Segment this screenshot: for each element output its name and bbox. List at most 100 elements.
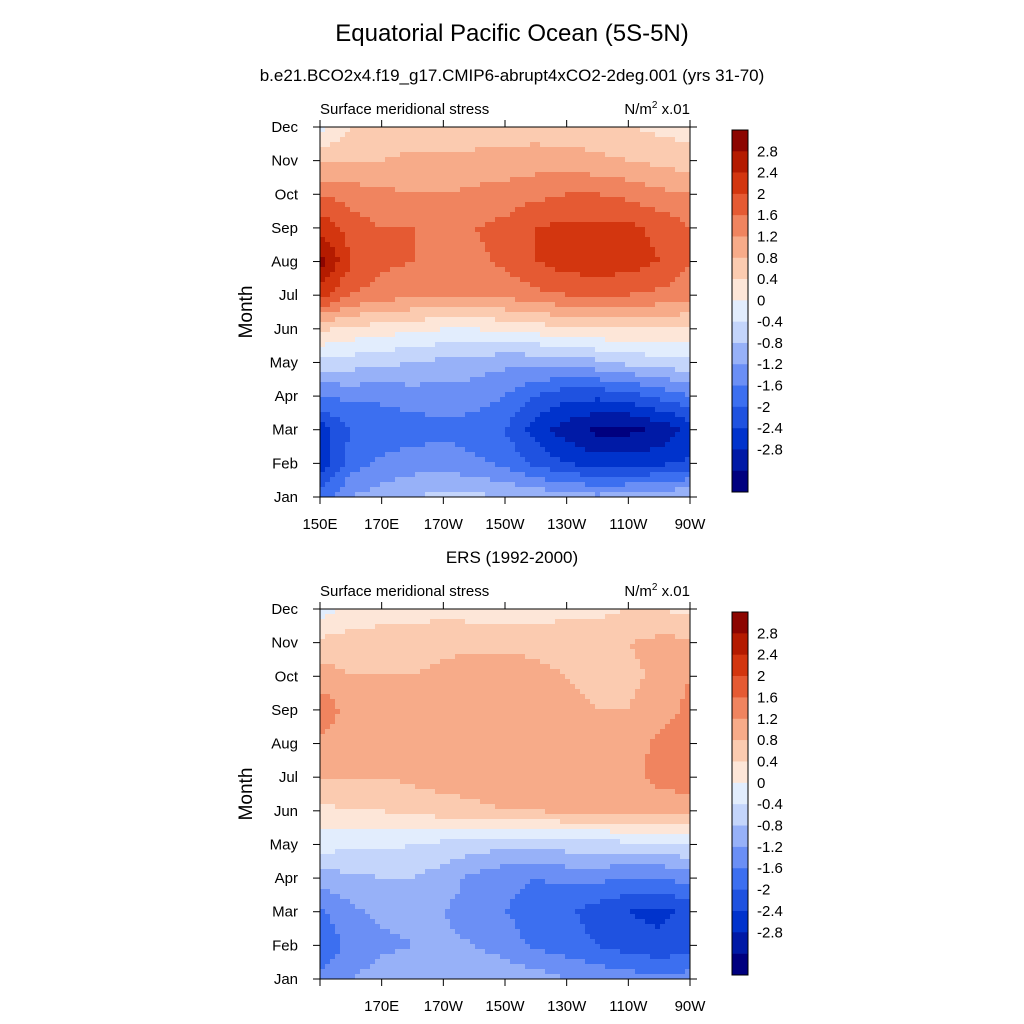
contour-cell bbox=[520, 382, 526, 388]
contour-cell bbox=[595, 182, 601, 188]
contour-cell bbox=[650, 132, 656, 138]
contour-cell bbox=[535, 447, 541, 453]
contour-cell bbox=[445, 382, 451, 388]
contour-cell bbox=[635, 412, 641, 418]
contour-cell bbox=[580, 332, 586, 338]
contour-cell bbox=[560, 252, 566, 258]
contour-cell bbox=[685, 332, 691, 338]
contour-cell bbox=[650, 137, 656, 143]
contour-cell bbox=[420, 242, 426, 248]
contour-cell bbox=[340, 292, 346, 298]
contour-cell bbox=[680, 287, 686, 293]
contour-cell bbox=[610, 162, 616, 168]
contour-cell bbox=[350, 227, 356, 233]
contour-cell bbox=[395, 292, 401, 298]
contour-cell bbox=[625, 297, 631, 303]
contour-cell bbox=[395, 422, 401, 428]
contour-cell bbox=[415, 142, 421, 148]
contour-cell bbox=[340, 152, 346, 158]
contour-cell bbox=[565, 172, 571, 178]
contour-cell bbox=[495, 127, 501, 133]
contour-cell bbox=[640, 207, 646, 213]
contour-cell bbox=[500, 432, 506, 438]
contour-cell bbox=[540, 187, 546, 193]
contour-cell bbox=[330, 137, 336, 143]
contour-cell bbox=[490, 127, 496, 133]
contour-cell bbox=[395, 312, 401, 318]
contour-cell bbox=[565, 137, 571, 143]
contour-cell bbox=[380, 332, 386, 338]
contour-cell bbox=[625, 402, 631, 408]
contour-cell bbox=[320, 282, 326, 288]
contour-cell bbox=[325, 432, 331, 438]
contour-cell bbox=[525, 332, 531, 338]
contour-cell bbox=[650, 207, 656, 213]
contour-cell bbox=[540, 452, 546, 458]
contour-cell bbox=[380, 232, 386, 238]
contour-cell bbox=[595, 172, 601, 178]
contour-cell bbox=[655, 187, 661, 193]
contour-cell bbox=[415, 157, 421, 163]
contour-cell bbox=[525, 282, 531, 288]
contour-cell bbox=[500, 422, 506, 428]
contour-cell bbox=[575, 217, 581, 223]
contour-cell bbox=[520, 442, 526, 448]
contour-cell bbox=[630, 337, 636, 343]
contour-cell bbox=[645, 372, 651, 378]
contour-cell bbox=[355, 237, 361, 243]
contour-cell bbox=[385, 462, 391, 468]
contour-cell bbox=[660, 227, 666, 233]
contour-cell bbox=[590, 342, 596, 348]
contour-cell bbox=[555, 312, 561, 318]
contour-cell bbox=[460, 147, 466, 153]
contour-cell bbox=[620, 282, 626, 288]
contour-cell bbox=[525, 187, 531, 193]
contour-cell bbox=[560, 182, 566, 188]
contour-cell bbox=[585, 352, 591, 358]
contour-cell bbox=[345, 192, 351, 198]
contour-cell bbox=[325, 452, 331, 458]
contour-cell bbox=[430, 452, 436, 458]
contour-cell bbox=[425, 257, 431, 263]
contour-cell bbox=[360, 172, 366, 178]
contour-cell bbox=[320, 427, 326, 433]
contour-cell bbox=[355, 437, 361, 443]
contour-cell bbox=[340, 302, 346, 308]
contour-cell bbox=[320, 192, 326, 198]
contour-cell bbox=[630, 242, 636, 248]
contour-cell bbox=[630, 447, 636, 453]
contour-cell bbox=[380, 397, 386, 403]
contour-cell bbox=[600, 392, 606, 398]
contour-cell bbox=[625, 207, 631, 213]
contour-cell bbox=[430, 417, 436, 423]
contour-cell bbox=[570, 392, 576, 398]
contour-cell bbox=[400, 447, 406, 453]
contour-cell bbox=[660, 202, 666, 208]
contour-cell bbox=[550, 297, 556, 303]
contour-cell bbox=[600, 202, 606, 208]
contour-cell bbox=[590, 212, 596, 218]
contour-cell bbox=[335, 437, 341, 443]
contour-cell bbox=[665, 317, 671, 323]
contour-cell bbox=[625, 317, 631, 323]
contour-cell bbox=[325, 377, 331, 383]
contour-cell bbox=[550, 242, 556, 248]
contour-cell bbox=[340, 337, 346, 343]
contour-cell bbox=[375, 192, 381, 198]
contour-cell bbox=[455, 392, 461, 398]
contour-cell bbox=[455, 222, 461, 228]
contour-cell bbox=[510, 237, 516, 243]
contour-cell bbox=[375, 342, 381, 348]
contour-cell bbox=[545, 337, 551, 343]
contour-cell bbox=[375, 387, 381, 393]
contour-cell bbox=[355, 147, 361, 153]
contour-cell bbox=[365, 397, 371, 403]
contour-cell bbox=[520, 127, 526, 133]
contour-cell bbox=[605, 347, 611, 353]
contour-cell bbox=[570, 322, 576, 328]
contour-cell bbox=[640, 427, 646, 433]
contour-cell bbox=[510, 272, 516, 278]
contour-cell bbox=[395, 157, 401, 163]
contour-cell bbox=[645, 197, 651, 203]
contour-cell bbox=[645, 277, 651, 283]
